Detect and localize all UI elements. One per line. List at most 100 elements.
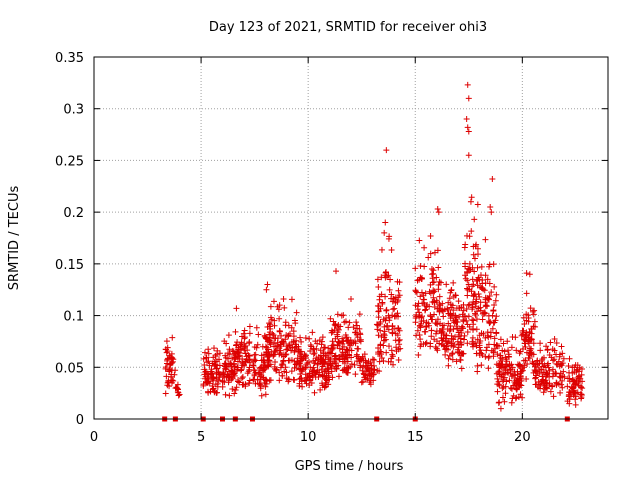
data-point <box>375 314 382 321</box>
data-point <box>339 353 346 360</box>
data-point <box>359 378 366 385</box>
data-point <box>380 316 387 323</box>
data-point <box>532 374 539 381</box>
y-tick-label: 0.2 <box>63 206 84 221</box>
data-point <box>507 366 514 373</box>
data-point <box>307 348 314 355</box>
data-point <box>414 277 421 284</box>
data-point <box>434 316 441 323</box>
data-point <box>320 345 327 352</box>
data-point <box>545 360 552 367</box>
data-point <box>549 383 556 390</box>
data-point <box>521 321 528 328</box>
data-point <box>162 390 169 397</box>
data-point <box>328 345 335 352</box>
data-point <box>462 263 469 270</box>
y-tick-label: 0.35 <box>55 51 84 66</box>
data-point <box>452 292 459 299</box>
data-point <box>242 359 249 366</box>
data-point <box>569 385 576 392</box>
data-point <box>475 291 482 298</box>
data-point <box>378 246 385 253</box>
data-point <box>460 307 467 314</box>
data-point <box>335 373 342 380</box>
data-point <box>536 370 543 377</box>
data-point <box>241 327 248 334</box>
data-point <box>241 341 248 348</box>
data-point <box>319 372 326 379</box>
data-point <box>466 266 473 273</box>
data-point <box>251 343 258 350</box>
data-point <box>458 350 465 357</box>
data-point <box>447 289 454 296</box>
data-point <box>221 373 228 380</box>
data-point <box>455 305 462 312</box>
data-point <box>281 368 288 375</box>
data-point <box>523 329 530 336</box>
data-point <box>357 338 364 345</box>
data-point <box>470 299 477 306</box>
data-point <box>322 381 329 388</box>
data-point <box>214 365 221 372</box>
data-point <box>433 274 440 281</box>
data-point <box>353 351 360 358</box>
data-point <box>489 176 496 183</box>
data-point <box>316 369 323 376</box>
data-point <box>553 360 560 367</box>
data-point <box>327 356 334 363</box>
data-point <box>244 347 251 354</box>
data-point <box>246 352 253 359</box>
data-point <box>370 377 377 384</box>
data-point <box>417 293 424 300</box>
data-points <box>162 81 586 412</box>
data-point <box>267 303 274 310</box>
data-point <box>338 312 345 319</box>
data-point <box>557 389 564 396</box>
data-point <box>391 305 398 312</box>
data-point <box>464 286 471 293</box>
data-point <box>276 328 283 335</box>
data-point <box>395 287 402 294</box>
data-point <box>415 300 422 307</box>
data-point <box>477 347 484 354</box>
data-point <box>381 331 387 338</box>
data-point <box>281 304 288 311</box>
data-point <box>519 394 526 401</box>
data-point <box>385 235 392 242</box>
data-point <box>375 332 382 339</box>
data-point <box>435 209 442 216</box>
data-point <box>260 362 267 369</box>
data-point <box>499 385 506 392</box>
data-point <box>328 350 335 357</box>
data-point <box>474 308 481 315</box>
data-point <box>572 396 579 403</box>
data-point <box>166 383 173 390</box>
data-point <box>576 368 583 375</box>
data-point <box>340 367 347 374</box>
data-point <box>233 368 240 375</box>
data-point <box>476 344 483 351</box>
data-point <box>381 328 388 335</box>
data-point <box>347 336 354 343</box>
data-point <box>463 306 470 313</box>
data-point <box>451 319 458 326</box>
y-tick-label: 0.05 <box>55 361 84 376</box>
data-point <box>308 343 315 350</box>
data-point <box>229 347 236 354</box>
data-point <box>490 307 497 314</box>
data-point <box>465 265 472 272</box>
data-point <box>244 370 251 377</box>
data-point <box>322 344 329 351</box>
data-point <box>297 362 304 369</box>
data-point <box>442 335 449 342</box>
data-point <box>528 351 535 358</box>
data-point <box>175 392 182 399</box>
data-point <box>389 322 396 329</box>
data-point <box>472 312 479 319</box>
data-point <box>263 286 270 293</box>
data-point <box>506 377 513 384</box>
data-point <box>427 312 434 319</box>
data-point <box>205 358 212 365</box>
data-point <box>221 379 228 386</box>
data-point <box>163 338 170 345</box>
